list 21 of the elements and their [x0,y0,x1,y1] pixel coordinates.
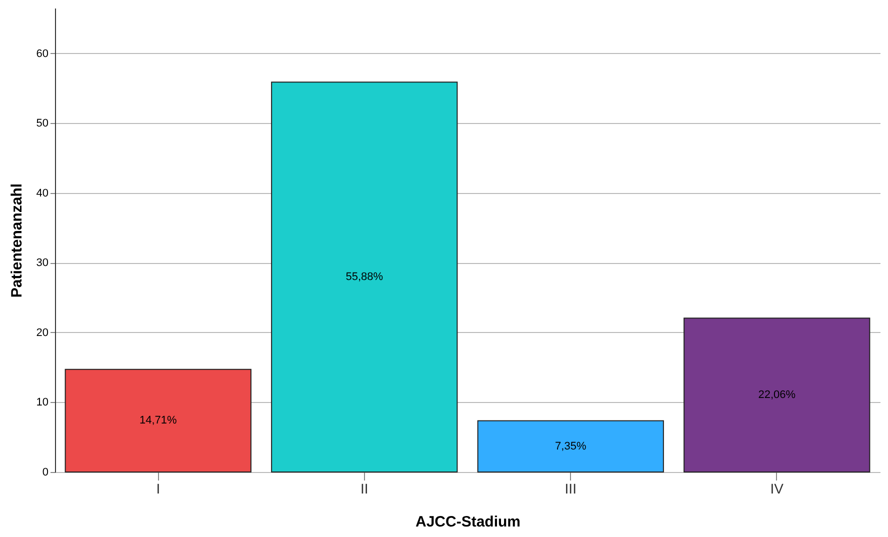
x-tick-label: II [360,480,368,496]
y-tick-label: 60 [36,48,48,60]
data-label: 7,35% [555,440,586,452]
data-label: 22,06% [758,389,796,402]
data-label: 55,88% [346,271,384,284]
y-tick-label: 20 [36,326,48,339]
x-tick-label: III [564,480,576,496]
x-tick-label: IV [770,480,784,496]
y-tick-label: 40 [36,187,48,200]
y-tick-label: 10 [36,396,48,409]
x-axis-title: AJCC-Stadium [415,514,521,530]
bar [684,318,870,472]
y-tick-label: 0 [42,466,48,478]
y-axis-title: Patientenanzahl [8,183,26,298]
y-tick-label: 30 [36,257,48,270]
x-tick-label: I [156,480,160,496]
bar [477,420,664,472]
y-tick-label: 50 [36,118,48,130]
data-label: 14,71% [139,414,177,427]
bar [64,368,252,472]
bar [271,82,458,472]
